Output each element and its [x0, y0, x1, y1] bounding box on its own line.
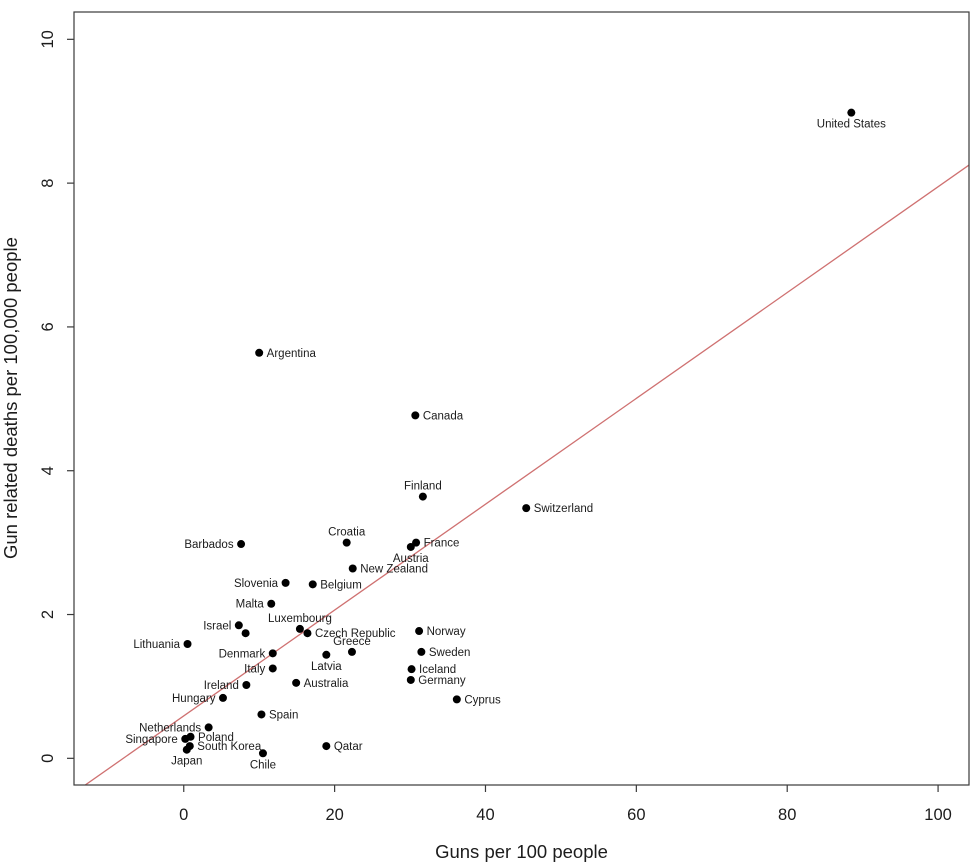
point-label-argentina: Argentina: [267, 348, 317, 360]
point-label-croatia: Croatia: [328, 527, 366, 539]
point-germany: [406, 675, 415, 684]
point-label-spain: Spain: [269, 709, 298, 721]
y-tick-label: 2: [39, 610, 57, 619]
point-israel: [234, 621, 243, 630]
point-singapore: [181, 734, 190, 743]
point-label-france: France: [424, 538, 460, 550]
point-latvia: [322, 650, 331, 659]
y-tick-label: 0: [39, 754, 57, 763]
point-canada: [411, 411, 420, 420]
point-cyprus: [452, 695, 461, 704]
y-tick-label: 8: [39, 179, 57, 188]
point-label-greece: Greece: [333, 636, 371, 648]
point-label-barbados: Barbados: [184, 539, 233, 551]
point-label-austria: Austria: [393, 553, 429, 565]
point-label-new-zealand: New Zealand: [360, 564, 428, 576]
point-united-states: [847, 108, 856, 117]
point-spain: [257, 710, 266, 719]
point-label-south-korea: South Korea: [197, 741, 262, 753]
point-label-belgium: Belgium: [320, 579, 362, 591]
point-france: [412, 538, 421, 547]
point-new-zealand: [348, 564, 357, 573]
point-label-italy: Italy: [244, 663, 265, 675]
point-croatia: [342, 538, 351, 547]
point-label-ireland: Ireland: [204, 680, 239, 692]
point-label-finland: Finland: [404, 481, 442, 493]
point-label-malta: Malta: [236, 599, 265, 611]
point-lithuania: [183, 640, 192, 649]
point-malta: [267, 599, 276, 608]
x-tick-label: 100: [924, 806, 952, 824]
point-finland: [418, 492, 427, 501]
point-norway: [415, 627, 424, 636]
y-tick-label: 4: [39, 466, 57, 475]
point-slovenia: [281, 578, 290, 587]
point-label-denmark: Denmark: [219, 648, 266, 660]
point-australia: [292, 678, 301, 687]
x-tick-label: 60: [627, 806, 645, 824]
x-tick-label: 0: [179, 806, 188, 824]
point-label-czech-republic: Czech Republic: [315, 628, 396, 640]
point-ireland: [242, 680, 251, 689]
point-label-luxembourg: Luxembourg: [268, 613, 332, 625]
point-qatar: [322, 742, 331, 751]
x-tick-label: 20: [325, 806, 343, 824]
point-czech-republic: [303, 629, 312, 638]
point-chile: [258, 749, 267, 758]
x-tick-label: 80: [778, 806, 796, 824]
point-barbados: [237, 540, 246, 549]
point-label-norway: Norway: [427, 626, 466, 638]
point-label-united-states: United States: [817, 119, 886, 131]
point-label-germany: Germany: [418, 675, 466, 687]
point-label-japan: Japan: [171, 756, 202, 768]
y-tick-label: 10: [39, 30, 57, 48]
point-label-hungary: Hungary: [172, 693, 216, 705]
point-austria: [406, 542, 415, 551]
point-label-chile: Chile: [250, 759, 276, 771]
point-label-canada: Canada: [423, 410, 464, 422]
y-axis-title: Gun related deaths per 100,000 people: [0, 237, 21, 560]
point-unlabeled: [241, 629, 250, 638]
point-denmark: [268, 649, 277, 658]
point-label-cyprus: Cyprus: [464, 694, 501, 706]
trend-line: [84, 164, 969, 785]
plot-border: [73, 11, 970, 786]
point-japan: [182, 745, 191, 754]
x-axis-title: Guns per 100 people: [435, 841, 608, 862]
point-iceland: [407, 665, 416, 674]
point-label-switzerland: Switzerland: [534, 503, 593, 515]
point-label-latvia: Latvia: [311, 661, 342, 673]
point-label-qatar: Qatar: [334, 741, 363, 753]
x-tick-label: 40: [476, 806, 494, 824]
point-greece: [347, 647, 356, 656]
point-label-netherlands: Netherlands: [139, 722, 201, 734]
point-argentina: [255, 348, 264, 357]
point-label-australia: Australia: [304, 678, 349, 690]
point-hungary: [218, 693, 227, 702]
point-switzerland: [522, 504, 531, 513]
point-italy: [268, 664, 277, 673]
point-label-slovenia: Slovenia: [234, 578, 279, 590]
point-label-iceland: Iceland: [419, 664, 456, 676]
point-label-sweden: Sweden: [429, 647, 471, 659]
point-netherlands: [204, 723, 213, 732]
point-label-israel: Israel: [203, 620, 231, 632]
point-sweden: [417, 647, 426, 656]
point-luxembourg: [295, 624, 304, 633]
point-label-singapore: Singapore: [125, 734, 177, 746]
y-tick-label: 6: [39, 322, 57, 331]
point-belgium: [308, 580, 317, 589]
point-label-lithuania: Lithuania: [133, 639, 180, 651]
point-label-poland: Poland: [198, 732, 234, 744]
